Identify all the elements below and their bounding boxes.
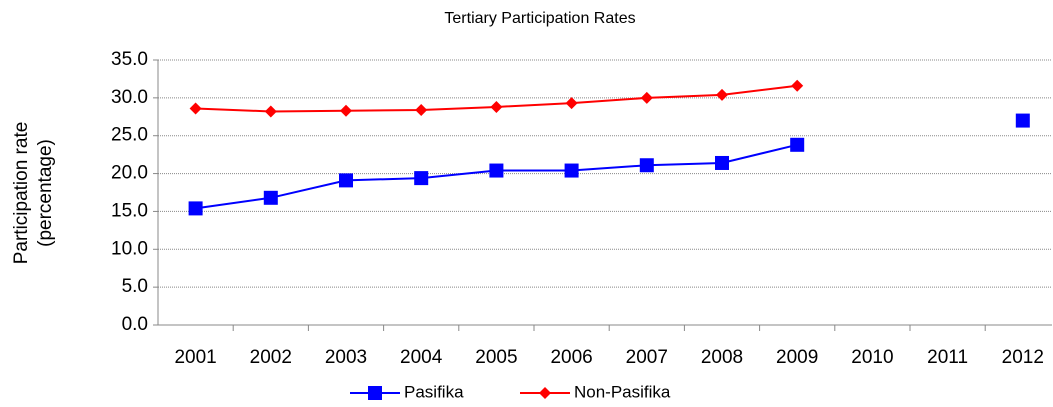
- data-point: [340, 104, 352, 117]
- data-point: [715, 155, 729, 170]
- data-point: [489, 163, 504, 178]
- data-point: [189, 102, 202, 115]
- y-tick-label: 5.0: [122, 276, 148, 297]
- chart-title: Tertiary Participation Rates: [444, 10, 635, 27]
- data-point: [565, 97, 578, 110]
- x-tick-label: 2004: [400, 347, 443, 368]
- data-point: [339, 173, 353, 188]
- y-tick-label: 25.0: [111, 125, 148, 146]
- legend-label: Pasifika: [404, 382, 464, 401]
- legend-label: Non-Pasifika: [574, 382, 671, 401]
- data-point: [790, 137, 805, 152]
- y-axis-label: Participation rate: [11, 122, 32, 265]
- series-line: [196, 121, 1023, 209]
- data-point: [640, 91, 653, 104]
- data-point: [716, 88, 728, 101]
- x-tick-label: 2008: [701, 347, 743, 368]
- data-point: [188, 201, 203, 216]
- data-point: [639, 158, 654, 173]
- legend-marker: [368, 386, 382, 400]
- y-axis-label: (percentage): [35, 139, 56, 247]
- y-tick-label: 0.0: [122, 314, 148, 335]
- data-point: [264, 105, 277, 118]
- x-tick-label: 2007: [626, 347, 668, 368]
- x-tick-label: 2003: [325, 347, 367, 368]
- y-tick-label: 15.0: [111, 200, 148, 221]
- x-tick-label: 2002: [250, 347, 292, 368]
- data-point: [490, 100, 503, 113]
- data-point: [415, 103, 428, 116]
- data-point: [414, 171, 429, 186]
- y-tick-label: 30.0: [111, 87, 148, 108]
- x-tick-label: 2006: [550, 347, 592, 368]
- x-tick-label: 2001: [174, 347, 216, 368]
- x-tick-label: 2009: [776, 347, 818, 368]
- x-tick-label: 2012: [1002, 347, 1044, 368]
- y-tick-label: 35.0: [111, 49, 148, 70]
- legend-marker: [539, 387, 551, 399]
- data-point: [1015, 113, 1030, 128]
- data-point: [263, 190, 278, 205]
- x-tick-label: 2010: [851, 347, 893, 368]
- data-point: [564, 163, 579, 178]
- x-tick-label: 2005: [475, 347, 517, 368]
- y-tick-label: 10.0: [111, 238, 148, 259]
- y-tick-label: 20.0: [111, 163, 148, 184]
- x-tick-label: 2011: [927, 347, 968, 368]
- data-point: [791, 79, 804, 92]
